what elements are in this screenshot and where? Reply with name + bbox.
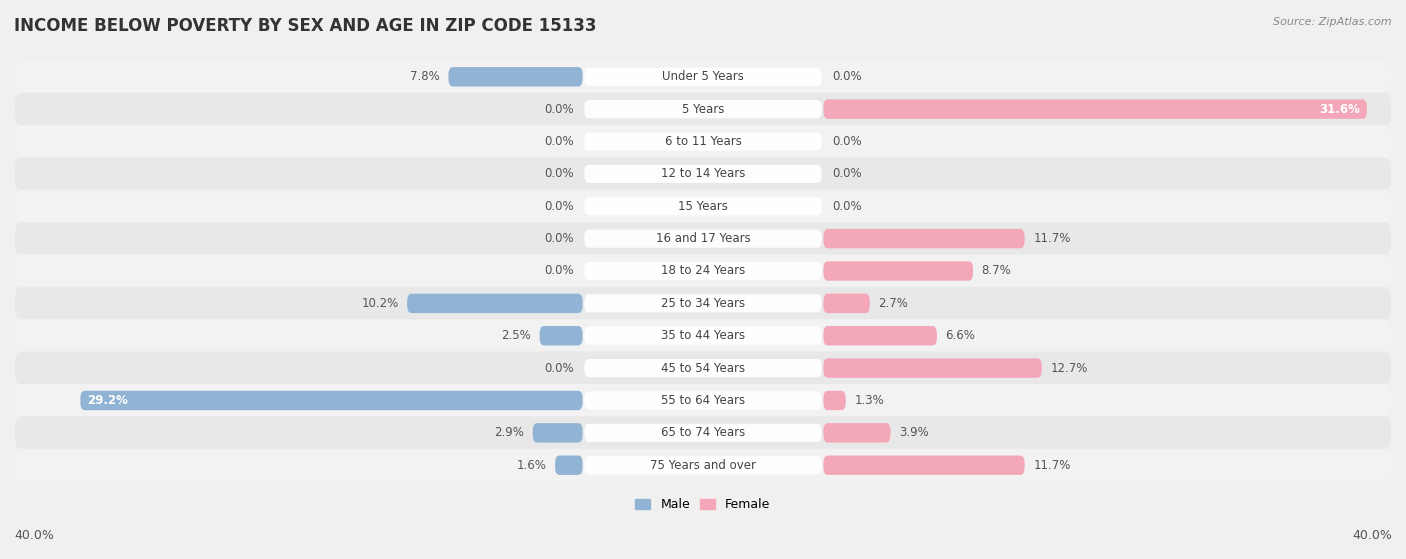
FancyBboxPatch shape (824, 100, 1367, 119)
Text: 0.0%: 0.0% (544, 264, 574, 277)
FancyBboxPatch shape (824, 358, 1042, 378)
Text: Under 5 Years: Under 5 Years (662, 70, 744, 83)
FancyBboxPatch shape (80, 391, 582, 410)
Text: 0.0%: 0.0% (544, 103, 574, 116)
FancyBboxPatch shape (824, 391, 846, 410)
FancyBboxPatch shape (824, 229, 1025, 248)
FancyBboxPatch shape (585, 230, 821, 248)
Text: 3.9%: 3.9% (898, 427, 929, 439)
Text: 5 Years: 5 Years (682, 103, 724, 116)
Text: 65 to 74 Years: 65 to 74 Years (661, 427, 745, 439)
FancyBboxPatch shape (533, 423, 582, 443)
Text: 40.0%: 40.0% (14, 529, 53, 542)
FancyBboxPatch shape (15, 287, 1391, 320)
Text: 11.7%: 11.7% (1033, 232, 1070, 245)
FancyBboxPatch shape (15, 384, 1391, 417)
FancyBboxPatch shape (585, 197, 821, 215)
Text: 25 to 34 Years: 25 to 34 Years (661, 297, 745, 310)
Text: 6.6%: 6.6% (945, 329, 976, 342)
FancyBboxPatch shape (555, 456, 582, 475)
FancyBboxPatch shape (585, 391, 821, 410)
FancyBboxPatch shape (585, 294, 821, 312)
FancyBboxPatch shape (15, 60, 1391, 93)
Text: 29.2%: 29.2% (87, 394, 128, 407)
FancyBboxPatch shape (585, 359, 821, 377)
FancyBboxPatch shape (15, 158, 1391, 191)
Text: 0.0%: 0.0% (544, 200, 574, 213)
FancyBboxPatch shape (824, 456, 1025, 475)
FancyBboxPatch shape (824, 261, 973, 281)
Text: 45 to 54 Years: 45 to 54 Years (661, 362, 745, 375)
Text: 18 to 24 Years: 18 to 24 Years (661, 264, 745, 277)
Text: 15 Years: 15 Years (678, 200, 728, 213)
Text: 2.5%: 2.5% (502, 329, 531, 342)
Text: 0.0%: 0.0% (832, 70, 862, 83)
Text: 0.0%: 0.0% (832, 200, 862, 213)
Text: 2.7%: 2.7% (879, 297, 908, 310)
FancyBboxPatch shape (15, 222, 1391, 255)
Text: 1.3%: 1.3% (855, 394, 884, 407)
FancyBboxPatch shape (449, 67, 582, 87)
FancyBboxPatch shape (15, 254, 1391, 287)
Legend: Male, Female: Male, Female (630, 493, 776, 517)
FancyBboxPatch shape (585, 456, 821, 474)
FancyBboxPatch shape (585, 262, 821, 280)
FancyBboxPatch shape (15, 416, 1391, 449)
FancyBboxPatch shape (585, 132, 821, 150)
Text: 12 to 14 Years: 12 to 14 Years (661, 167, 745, 181)
Text: Source: ZipAtlas.com: Source: ZipAtlas.com (1274, 17, 1392, 27)
FancyBboxPatch shape (15, 190, 1391, 223)
FancyBboxPatch shape (15, 449, 1391, 482)
Text: 0.0%: 0.0% (544, 362, 574, 375)
Text: 0.0%: 0.0% (832, 135, 862, 148)
Text: INCOME BELOW POVERTY BY SEX AND AGE IN ZIP CODE 15133: INCOME BELOW POVERTY BY SEX AND AGE IN Z… (14, 17, 596, 35)
FancyBboxPatch shape (585, 165, 821, 183)
Text: 2.9%: 2.9% (495, 427, 524, 439)
Text: 16 and 17 Years: 16 and 17 Years (655, 232, 751, 245)
Text: 1.6%: 1.6% (516, 459, 547, 472)
Text: 0.0%: 0.0% (544, 135, 574, 148)
FancyBboxPatch shape (585, 326, 821, 345)
Text: 75 Years and over: 75 Years and over (650, 459, 756, 472)
FancyBboxPatch shape (824, 326, 936, 345)
Text: 10.2%: 10.2% (361, 297, 398, 310)
FancyBboxPatch shape (585, 424, 821, 442)
Text: 0.0%: 0.0% (544, 232, 574, 245)
Text: 7.8%: 7.8% (411, 70, 440, 83)
FancyBboxPatch shape (15, 93, 1391, 126)
Text: 31.6%: 31.6% (1319, 103, 1360, 116)
Text: 8.7%: 8.7% (981, 264, 1011, 277)
FancyBboxPatch shape (540, 326, 582, 345)
FancyBboxPatch shape (15, 125, 1391, 158)
Text: 0.0%: 0.0% (544, 167, 574, 181)
Text: 35 to 44 Years: 35 to 44 Years (661, 329, 745, 342)
FancyBboxPatch shape (15, 319, 1391, 352)
Text: 12.7%: 12.7% (1050, 362, 1088, 375)
FancyBboxPatch shape (585, 100, 821, 118)
FancyBboxPatch shape (15, 352, 1391, 385)
FancyBboxPatch shape (408, 293, 582, 313)
FancyBboxPatch shape (585, 68, 821, 86)
FancyBboxPatch shape (824, 423, 890, 443)
Text: 6 to 11 Years: 6 to 11 Years (665, 135, 741, 148)
Text: 0.0%: 0.0% (832, 167, 862, 181)
Text: 40.0%: 40.0% (1353, 529, 1392, 542)
FancyBboxPatch shape (824, 293, 870, 313)
Text: 55 to 64 Years: 55 to 64 Years (661, 394, 745, 407)
Text: 11.7%: 11.7% (1033, 459, 1070, 472)
